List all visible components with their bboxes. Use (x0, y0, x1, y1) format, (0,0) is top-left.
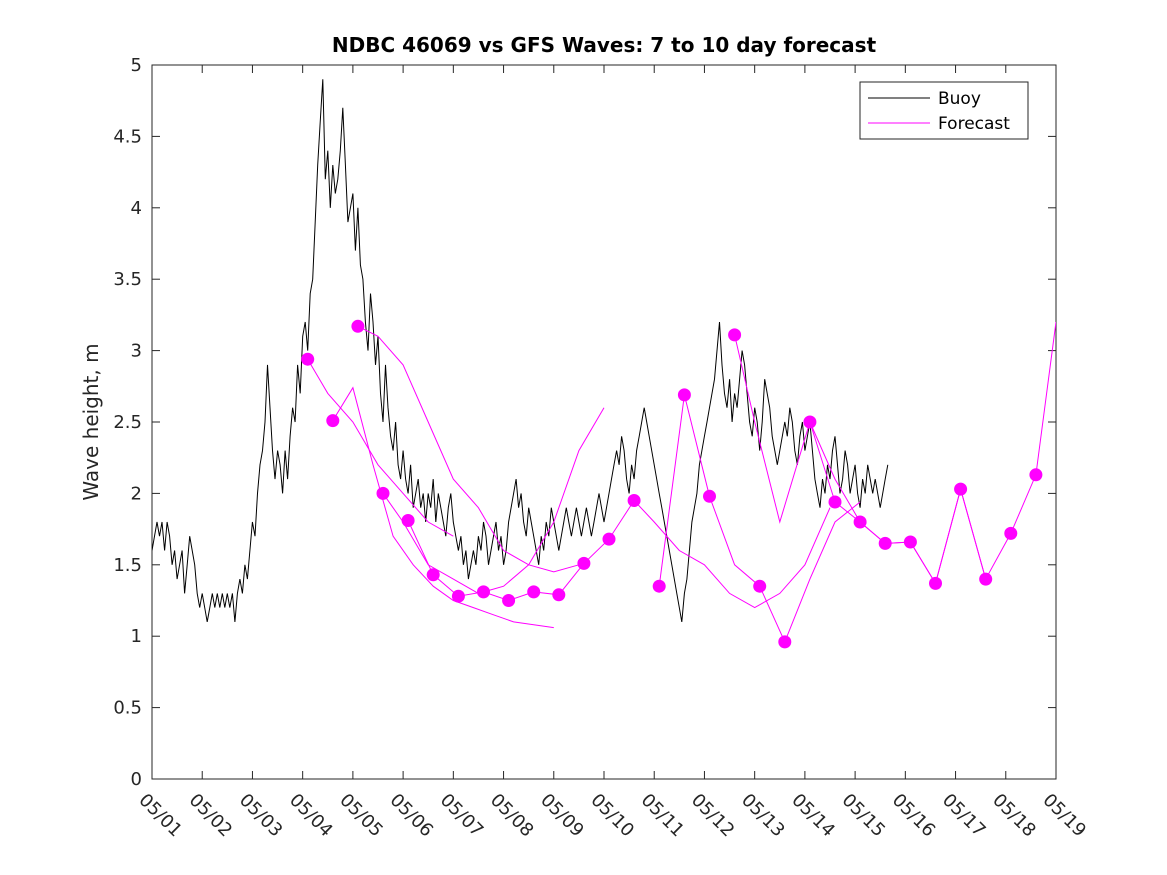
forecast-series-line (332, 386, 554, 629)
forecast-marker (401, 514, 415, 527)
forecast-marker (502, 594, 516, 607)
forecast-series-line (307, 358, 454, 537)
forecast-marker (652, 579, 666, 593)
forecast-marker (1004, 526, 1018, 540)
y-tick-label: 3 (131, 341, 142, 362)
y-tick-label: 1.5 (113, 555, 142, 576)
forecast-marker (301, 352, 315, 366)
series-group (152, 79, 1056, 649)
forecast-marker (527, 585, 541, 599)
legend-box (859, 81, 1029, 140)
forecast-marker (451, 589, 465, 603)
buoy-series-line (152, 79, 889, 622)
forecast-marker (778, 635, 792, 649)
forecast-marker (753, 579, 767, 593)
legend-label: Forecast (938, 114, 1010, 134)
forecast-marker (426, 568, 440, 582)
forecast-marker (627, 494, 641, 507)
forecast-marker (552, 588, 566, 602)
forecast-marker (602, 532, 616, 546)
y-tick-label: 2.5 (113, 412, 142, 433)
forecast-marker (1029, 468, 1043, 482)
forecast-marker (954, 482, 968, 496)
forecast-marker (828, 495, 842, 509)
forecast-marker (376, 486, 390, 500)
forecast-series-line (633, 500, 831, 609)
y-tick-label: 5 (131, 55, 142, 76)
y-tick-label: 0 (131, 769, 142, 790)
y-tick-label: 1 (131, 626, 142, 647)
y-tick-label: 0.5 (113, 698, 142, 719)
forecast-marker (351, 319, 365, 333)
y-tick-label: 3.5 (113, 269, 142, 290)
forecast-marker (878, 536, 892, 550)
forecast-marker (677, 388, 691, 402)
forecast-marker (326, 414, 340, 428)
forecast-marker (577, 556, 591, 570)
forecast-marker (477, 585, 490, 599)
forecast-series-line (382, 407, 605, 594)
forecast-series-line (407, 500, 635, 602)
y-tick-label: 4.5 (113, 126, 142, 147)
y-tick-label: 2 (131, 483, 142, 504)
forecast-marker (703, 489, 716, 503)
legend-label: Buoy (938, 89, 981, 109)
forecast-marker (929, 576, 942, 590)
y-tick-label: 4 (131, 198, 142, 219)
forecast-marker (853, 515, 867, 529)
chart-title: NDBC 46069 vs GFS Waves: 7 to 10 day for… (332, 33, 877, 57)
y-axis-title: Wave height, m (79, 343, 103, 500)
forecast-marker (803, 415, 817, 429)
forecast-marker (979, 572, 993, 586)
forecast-series-line (357, 325, 580, 573)
forecast-marker (728, 328, 742, 342)
forecast-marker (903, 535, 917, 549)
